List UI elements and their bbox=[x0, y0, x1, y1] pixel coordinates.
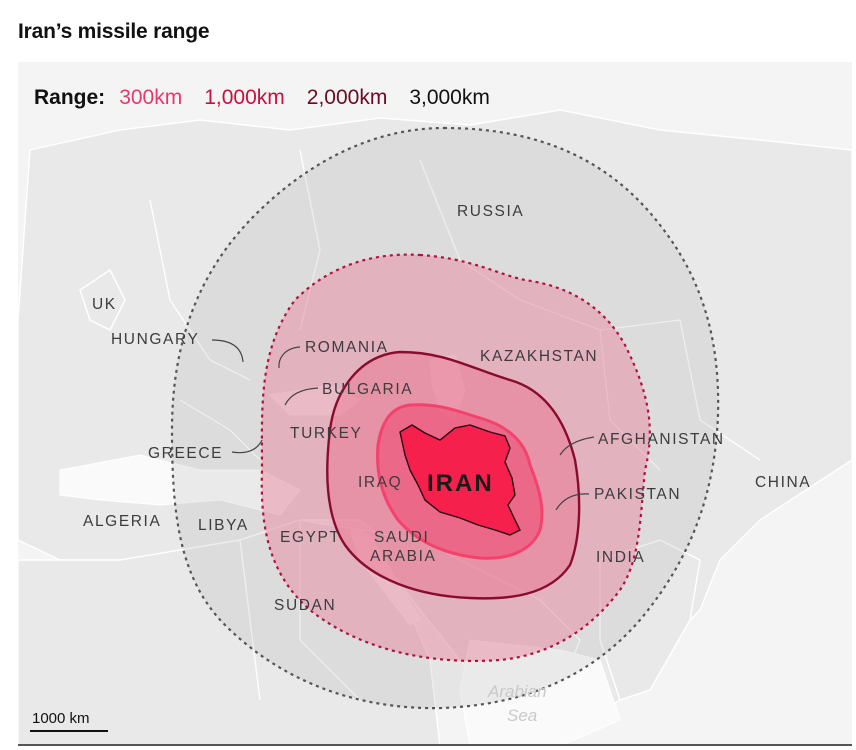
arrow-hungary bbox=[211, 339, 244, 363]
label-kazakhstan: KAZAKHSTAN bbox=[480, 348, 598, 365]
land-uk bbox=[79, 268, 126, 331]
arrow-greece bbox=[231, 439, 263, 454]
label-pakistan: PAKISTAN bbox=[594, 486, 681, 503]
arrow-bulgaria bbox=[284, 387, 319, 406]
sea-mediterranean bbox=[59, 454, 301, 516]
map-title: Iran’s missile range bbox=[18, 20, 210, 43]
sea-black bbox=[268, 384, 361, 416]
label-uk: UK bbox=[92, 296, 117, 313]
label-russia: RUSSIA bbox=[457, 203, 524, 220]
arrow-romania bbox=[278, 346, 301, 369]
legend-item-1000km: 1,000km bbox=[204, 86, 285, 109]
label-hungary: HUNGARY bbox=[111, 331, 199, 348]
callout-arrows bbox=[211, 339, 595, 511]
borders bbox=[149, 149, 761, 701]
label-bulgaria: BULGARIA bbox=[322, 381, 413, 398]
label-saudi-line1: SAUDI bbox=[374, 529, 429, 546]
label-iraq: IRAQ bbox=[358, 474, 402, 491]
bottom-divider bbox=[18, 744, 852, 746]
arrow-afghanistan bbox=[559, 436, 595, 456]
legend-item-2000km: 2,000km bbox=[306, 86, 388, 109]
label-arabian-sea-line2: Sea bbox=[507, 706, 537, 725]
scale-bar bbox=[30, 730, 108, 732]
label-iran: IRAN bbox=[427, 470, 494, 497]
legend-label: Range: bbox=[34, 86, 106, 109]
label-arabian-sea-line1: Arabian bbox=[487, 682, 547, 701]
label-afghanistan: AFGHANISTAN bbox=[598, 431, 725, 448]
label-sudan: SUDAN bbox=[274, 597, 336, 614]
label-egypt: EGYPT bbox=[280, 529, 341, 546]
arrow-pakistan bbox=[555, 493, 590, 511]
map-svg: RUSSIA UK HUNGARY ROMANIA BULGARIA KAZAK… bbox=[18, 62, 852, 746]
legend-item-300km: 300km bbox=[119, 86, 183, 109]
range-legend: Range: 300km 1,000km 2,000km 3,000km bbox=[34, 86, 490, 110]
label-saudi-line2: ARABIA bbox=[370, 548, 436, 565]
label-romania: ROMANIA bbox=[305, 339, 389, 356]
sea-arabian bbox=[459, 639, 621, 746]
label-india: INDIA bbox=[596, 549, 645, 566]
label-china: CHINA bbox=[755, 474, 811, 491]
land-india bbox=[599, 539, 701, 701]
label-libya: LIBYA bbox=[198, 517, 249, 534]
label-greece: GREECE bbox=[148, 445, 223, 462]
label-turkey: TURKEY bbox=[290, 425, 362, 442]
legend-item-3000km: 3,000km bbox=[409, 86, 490, 109]
label-algeria: ALGERIA bbox=[83, 513, 161, 530]
map-area: RUSSIA UK HUNGARY ROMANIA BULGARIA KAZAK… bbox=[18, 62, 852, 746]
scale-label: 1000 km bbox=[32, 710, 90, 727]
iran-shape bbox=[399, 424, 521, 536]
